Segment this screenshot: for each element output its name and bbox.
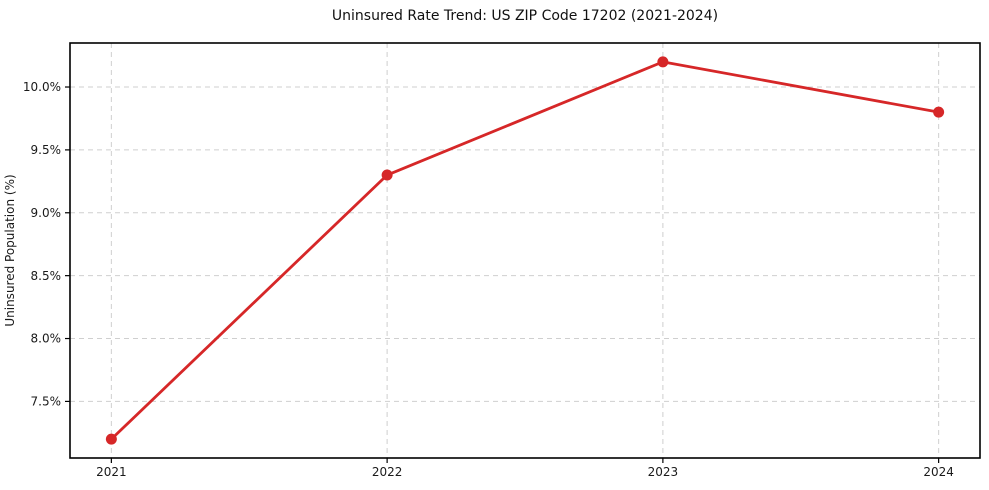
- y-tick-label: 10.0%: [23, 80, 61, 94]
- y-tick-label: 9.5%: [31, 143, 62, 157]
- y-tick-label: 8.0%: [31, 332, 62, 346]
- y-tick-label: 8.5%: [31, 269, 62, 283]
- x-tick-label: 2022: [372, 465, 403, 479]
- data-point-marker: [933, 106, 945, 118]
- y-tick-label: 9.0%: [31, 206, 62, 220]
- x-tick-label: 2021: [96, 465, 127, 479]
- x-tick-label: 2024: [923, 465, 954, 479]
- y-axis-label: Uninsured Population (%): [3, 174, 17, 326]
- plot-border: [69, 42, 981, 459]
- data-point-marker: [381, 169, 393, 181]
- plot-background: [70, 43, 980, 458]
- data-point-marker: [657, 56, 669, 68]
- data-point-marker: [105, 433, 117, 445]
- chart-title: Uninsured Rate Trend: US ZIP Code 17202 …: [331, 8, 719, 24]
- x-tick-label: 2023: [648, 465, 679, 479]
- trend-line: [109, 60, 941, 441]
- y-tick-label: 7.5%: [31, 395, 62, 409]
